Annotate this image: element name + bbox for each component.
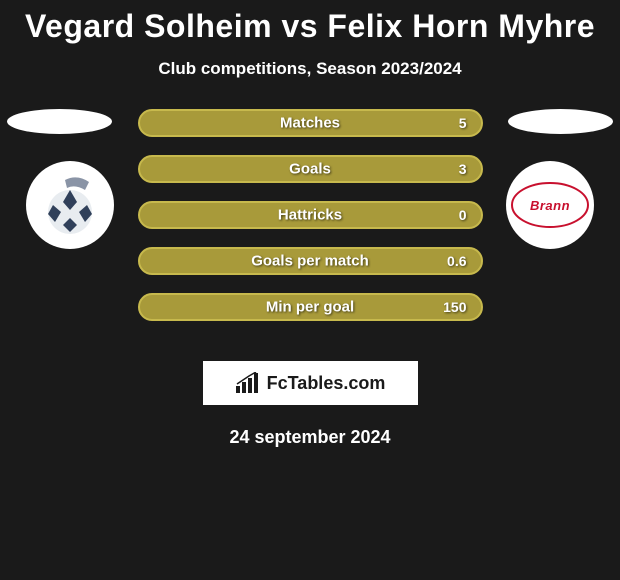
- stat-bar: Goals 3: [138, 155, 483, 183]
- left-flag-ellipse: [7, 109, 112, 134]
- stat-label: Goals: [289, 161, 331, 178]
- stat-value: 3: [459, 161, 467, 177]
- left-club-badge: [26, 161, 114, 249]
- stat-label: Matches: [280, 115, 340, 132]
- stat-value: 150: [443, 299, 466, 315]
- site-text: FcTables.com: [267, 373, 386, 394]
- stat-bar: Hattricks 0: [138, 201, 483, 229]
- date-label: 24 september 2024: [0, 427, 620, 448]
- page-title: Vegard Solheim vs Felix Horn Myhre: [0, 8, 620, 45]
- stat-value: 0: [459, 207, 467, 223]
- stat-bar: Goals per match 0.6: [138, 247, 483, 275]
- football-icon: [35, 170, 105, 240]
- stat-bar: Matches 5: [138, 109, 483, 137]
- stats-column: Matches 5 Goals 3 Hattricks 0 Goals per match 0…: [138, 109, 483, 321]
- stat-label: Hattricks: [278, 207, 342, 224]
- stat-value: 0.6: [447, 253, 466, 269]
- right-club-badge: Brann: [506, 161, 594, 249]
- comparison-area: Brann Matches 5 Goals 3 Hattricks 0 Goals per …: [0, 109, 620, 349]
- right-flag-ellipse: [508, 109, 613, 134]
- stat-value: 5: [459, 115, 467, 131]
- brann-ring-icon: [508, 163, 592, 247]
- stat-label: Min per goal: [266, 299, 354, 316]
- stat-bar: Min per goal 150: [138, 293, 483, 321]
- stat-label: Goals per match: [251, 253, 369, 270]
- site-badge: FcTables.com: [203, 361, 418, 405]
- page-subtitle: Club competitions, Season 2023/2024: [0, 59, 620, 79]
- bars-icon: [235, 372, 261, 394]
